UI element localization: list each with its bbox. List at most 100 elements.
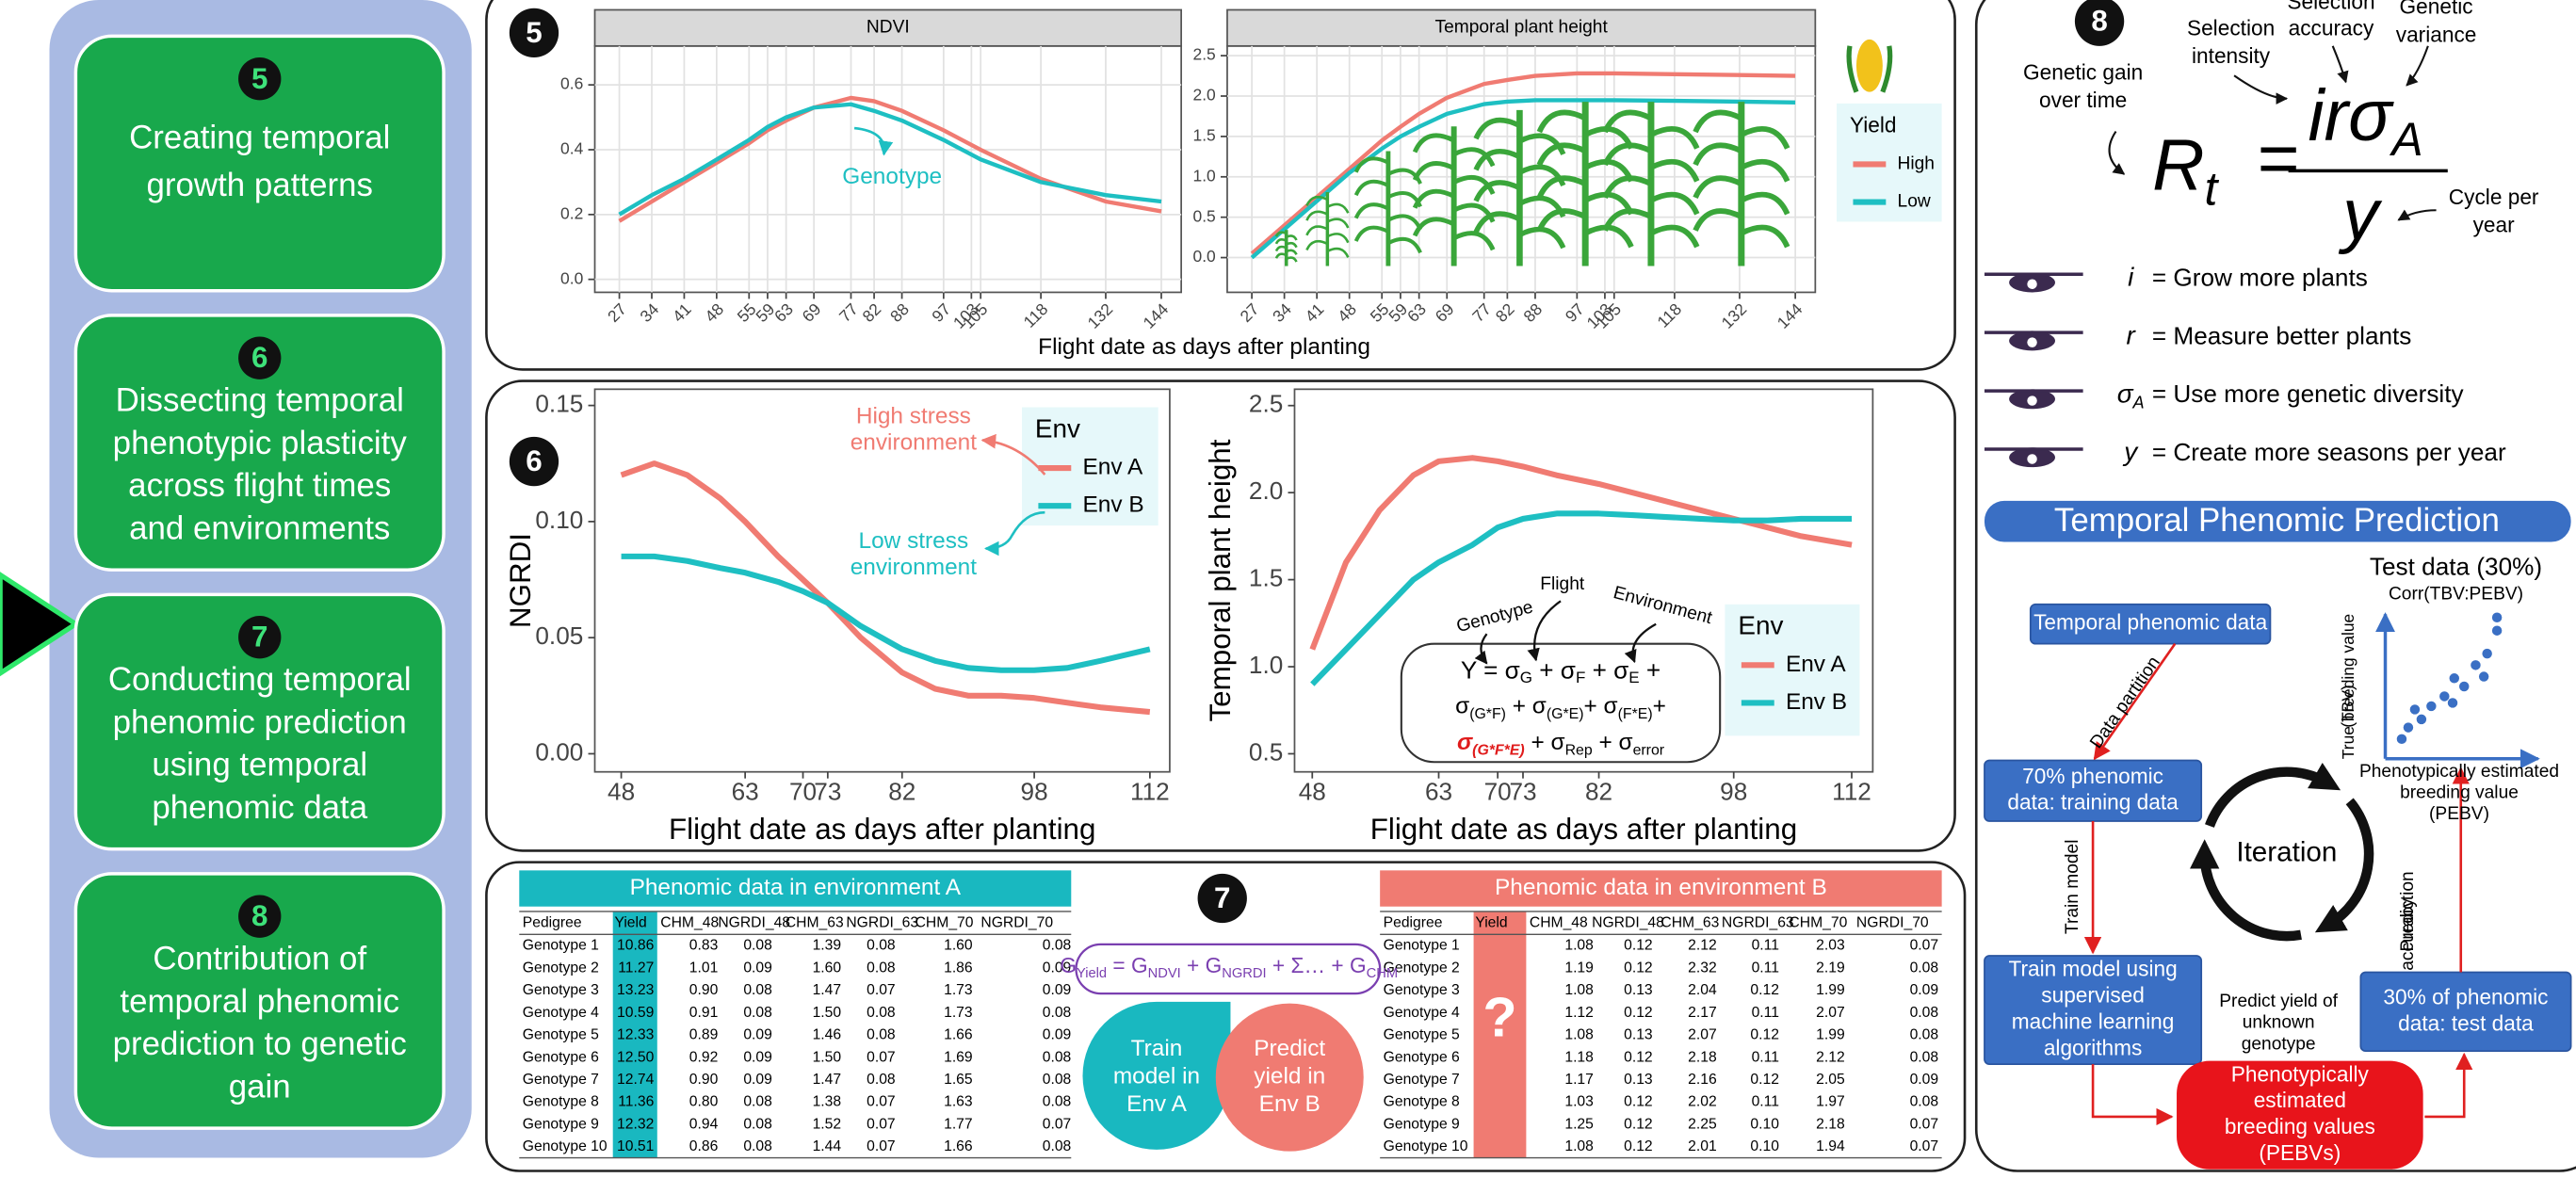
table-cell: 0.10 xyxy=(1750,1116,1779,1132)
facet-title: NDVI xyxy=(867,18,910,38)
table-cell: 1.86 xyxy=(944,960,973,976)
flow-text: 70% phenomic xyxy=(2022,764,2163,788)
table-cell: 0.08 xyxy=(1043,1138,1072,1154)
y-tick-label: 0.0 xyxy=(560,268,584,287)
flow-arrow-label: Train model xyxy=(2063,840,2082,935)
equation-part: = G xyxy=(1107,953,1147,977)
annotation: Low stress xyxy=(859,528,969,554)
table-cell: 0.08 xyxy=(743,1116,772,1132)
table-cell: 2.16 xyxy=(1688,1072,1717,1088)
y-tick-label: 0.5 xyxy=(1249,737,1283,766)
scatter-point xyxy=(2397,734,2406,744)
table-cell: 2.17 xyxy=(1688,1005,1717,1021)
table-cell: 0.09 xyxy=(1910,982,1939,998)
table-cell: 0.83 xyxy=(689,938,719,954)
table-cell: Genotype 1 xyxy=(1384,938,1460,954)
table-cell: Genotype 8 xyxy=(1384,1094,1460,1110)
flow-text: 30% of phenomic xyxy=(2383,984,2548,1009)
formula-label: Genetic xyxy=(2400,0,2473,19)
table-header: CHM_70 xyxy=(1789,914,1847,930)
equation-part: Y = σ xyxy=(1461,655,1520,684)
equation-part: + G xyxy=(1181,953,1222,977)
badge-number: 8 xyxy=(2091,5,2107,38)
table-cell: 0.12 xyxy=(1624,1005,1653,1021)
drone-camera xyxy=(2027,337,2036,347)
table-cell: Genotype 10 xyxy=(523,1138,608,1154)
drone-camera xyxy=(2027,454,2036,463)
formula-label: variance xyxy=(2396,22,2477,46)
y-tick-label: 2.0 xyxy=(1249,476,1283,505)
step-text: using temporal xyxy=(152,747,367,783)
legend-label: Low xyxy=(1898,192,1931,212)
circle-text: Env B xyxy=(1259,1091,1320,1117)
step-text: gain xyxy=(229,1069,291,1105)
scatter-subtitle: Corr(TBV:PEBV) xyxy=(2389,584,2523,604)
table-cell: 1.73 xyxy=(944,982,973,998)
x-tick-label: 70 xyxy=(1484,777,1512,805)
y-tick-label: 1.0 xyxy=(1193,166,1217,185)
table-cell: 0.09 xyxy=(1043,982,1072,998)
table-cell: 0.12 xyxy=(1624,1138,1653,1154)
table-cell: 10.86 xyxy=(617,938,655,954)
step-text: phenomic prediction xyxy=(113,703,407,740)
table-cell: 0.08 xyxy=(1043,1049,1072,1065)
table-cell: 0.91 xyxy=(689,1005,719,1021)
flow-text: (PEBVs) xyxy=(2259,1140,2341,1165)
scatter-point xyxy=(2492,613,2502,622)
bullet-text: = Grow more plants xyxy=(2152,263,2368,291)
equation-part: + Σ… + G xyxy=(1267,953,1367,977)
table-cell: 1.46 xyxy=(813,1027,842,1043)
equation-part: NDVI xyxy=(1148,966,1181,981)
legend-label: Env A xyxy=(1786,652,1846,677)
table-cell: 0.07 xyxy=(1910,1116,1939,1132)
badge-number: 7 xyxy=(1214,881,1230,914)
x-tick-label: 73 xyxy=(1509,777,1536,805)
bullet-symbol: y xyxy=(2122,438,2139,467)
table-cell: 0.92 xyxy=(689,1049,719,1065)
table-cell: 0.08 xyxy=(867,1072,896,1088)
table-cell: Genotype 10 xyxy=(1384,1138,1468,1154)
circle-text: model in xyxy=(1113,1064,1200,1089)
equation-part: + σ xyxy=(1525,731,1565,756)
flow-text: data: test data xyxy=(2398,1010,2534,1035)
table-cell: 0.12 xyxy=(1624,960,1653,976)
table-cell: 1.69 xyxy=(944,1049,973,1065)
scatter-xlabel: (PEBV) xyxy=(2429,804,2489,824)
y-axis-title: NGRDI xyxy=(504,533,537,628)
table-cell: 0.08 xyxy=(743,1138,772,1154)
table-header: Pedigree xyxy=(523,914,582,930)
table-cell: Genotype 6 xyxy=(523,1049,599,1065)
table-cell: 0.13 xyxy=(1624,982,1653,998)
table-header: NGRDI_70 xyxy=(1856,914,1929,930)
table-cell: 0.12 xyxy=(1624,1049,1653,1065)
table-cell: 0.07 xyxy=(867,1049,896,1065)
y-tick-label: 0.0 xyxy=(1193,247,1217,266)
step-text: temporal phenomic xyxy=(120,983,399,1020)
flow-note: genotype xyxy=(2242,1034,2316,1054)
equation-part: + σ xyxy=(1506,694,1547,719)
equation-part: σ xyxy=(1457,731,1473,756)
table-cell: 1.01 xyxy=(689,960,719,976)
table-cell: 0.94 xyxy=(689,1116,719,1132)
section-title: Temporal Phenomic Prediction xyxy=(2054,502,2500,539)
table-cell: 0.12 xyxy=(1624,1094,1653,1110)
step-number: 5 xyxy=(251,62,267,95)
y-tick-label: 0.05 xyxy=(535,621,583,650)
formula-label: Cycle per xyxy=(2449,185,2539,209)
circle-text: Predict xyxy=(1254,1036,1325,1061)
table-cell: 0.11 xyxy=(1752,960,1779,976)
x-tick-label: 48 xyxy=(608,777,635,805)
equation-part: σ xyxy=(2117,379,2134,409)
y-tick-label: 0.5 xyxy=(1193,206,1216,225)
table-cell: 0.12 xyxy=(1750,982,1779,998)
table-cell: 0.12 xyxy=(1624,1116,1653,1132)
x-tick-label: 48 xyxy=(1299,777,1326,805)
table-cell: 0.08 xyxy=(1910,1094,1939,1110)
table-cell: 1.97 xyxy=(1816,1094,1845,1110)
step-text: phenomic data xyxy=(152,789,367,826)
table-cell: 0.13 xyxy=(1624,1027,1653,1043)
equation-part: R xyxy=(2152,126,2204,206)
table-cell: 1.08 xyxy=(1564,938,1594,954)
x-tick-label: 63 xyxy=(732,777,759,805)
step-number: 7 xyxy=(251,621,267,654)
